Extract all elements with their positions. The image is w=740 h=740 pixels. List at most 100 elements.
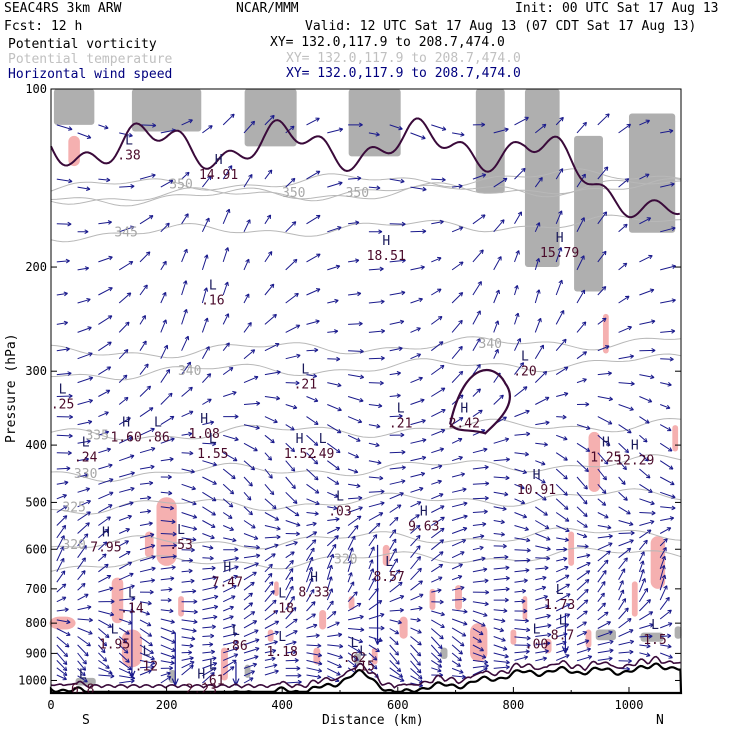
wind-vector-775	[576, 621, 587, 629]
wind-vector-749	[659, 609, 672, 620]
wind-vector-241	[77, 398, 94, 405]
wind-vector-343	[327, 460, 340, 471]
y-tick-label-5: 600	[25, 542, 47, 556]
header-valid: Valid: 12 UTC Sat 17 Aug 13 (07 CDT Sat …	[305, 19, 697, 34]
wind-vector-249	[243, 401, 261, 406]
wind-vector-612	[306, 556, 314, 572]
wind-vector-503	[535, 533, 551, 541]
wind-vector-481	[77, 522, 90, 534]
wind-vector-856	[389, 644, 399, 656]
wind-vector-608	[223, 565, 239, 573]
wind-vector-511	[77, 533, 89, 547]
wind-vector-785	[160, 636, 176, 644]
hl-marker-30: L	[111, 623, 119, 638]
wind-vector-25	[576, 121, 587, 134]
hl-value-37: 1.5	[643, 633, 666, 648]
wind-vector-923	[597, 656, 613, 661]
wind-vector-828	[430, 636, 443, 650]
wind-vector-172	[514, 312, 520, 325]
wind-vector-78	[431, 219, 444, 225]
wind-vector-521	[285, 541, 298, 547]
wind-vector-419	[660, 491, 676, 499]
wind-vector-257	[410, 398, 425, 405]
wind-vector-206	[597, 345, 610, 352]
wind-vector-121	[77, 298, 91, 304]
theta-label-6: 335	[85, 428, 108, 443]
wind-vector-559	[451, 551, 465, 559]
wind-vector-98	[222, 247, 230, 263]
wind-vector-565	[576, 553, 591, 559]
wind-vector-429	[243, 506, 253, 516]
wind-vector-639	[243, 581, 255, 591]
wind-vector-859	[451, 652, 462, 662]
wind-vector-9	[243, 120, 256, 134]
wind-vector-588	[430, 551, 444, 562]
wind-vector-42	[306, 170, 321, 180]
wind-vector-753	[118, 627, 130, 635]
wind-vector-644	[347, 572, 353, 583]
hl-value-4: .16	[201, 294, 224, 309]
wind-vector-134	[348, 291, 362, 297]
wind-vector-531	[493, 543, 507, 549]
wind-vector-175	[576, 321, 587, 333]
wind-vector-826	[389, 636, 399, 646]
x-tick-label-5: 1000	[615, 698, 644, 712]
wind-vector-794	[348, 627, 365, 632]
wind-vector-905	[181, 656, 194, 661]
wind-vector-555	[368, 546, 375, 558]
wind-vector-109	[451, 261, 464, 271]
wind-vector-724	[139, 610, 151, 616]
wind-vector-953	[243, 677, 254, 684]
wind-vector-162	[306, 319, 320, 325]
wind-vector-79	[451, 226, 464, 233]
wind-vector-811	[77, 644, 89, 657]
wind-vector-662	[98, 586, 114, 593]
wind-vector-650	[472, 578, 489, 584]
wind-vector-41	[285, 177, 296, 188]
wind-vector-193	[327, 356, 341, 362]
wind-vector-507	[618, 530, 635, 536]
wind-vector-207	[618, 354, 635, 360]
wind-vector-770	[472, 619, 486, 627]
wind-vector-205	[576, 351, 588, 360]
wind-vector-438	[431, 493, 444, 500]
wind-vector-493	[327, 526, 341, 534]
wind-vector-613	[326, 564, 333, 580]
wind-vector-49	[452, 183, 463, 189]
wind-vector-132	[306, 288, 321, 296]
wind-vector-719	[659, 596, 670, 610]
wind-vector-416	[597, 483, 607, 494]
wind-vector-58	[639, 173, 650, 180]
wind-vector-215	[160, 369, 171, 383]
wind-vector-442	[514, 498, 526, 505]
wind-vector-336	[181, 450, 194, 456]
wind-vector-2	[98, 124, 109, 130]
wind-vector-331	[77, 457, 90, 462]
wind-vector-593	[535, 565, 549, 571]
wind-vector-537	[618, 539, 634, 547]
wind-vector-34	[139, 173, 156, 180]
wind-vector-188	[222, 342, 230, 352]
wind-vector-203	[534, 344, 544, 359]
wind-vector-712	[514, 598, 526, 604]
wind-vector-301	[77, 439, 91, 444]
wind-vector-427	[202, 506, 216, 516]
pv-shade-pink-3	[111, 577, 124, 624]
wind-vector-581	[285, 559, 294, 570]
wind-vector-684	[555, 583, 571, 593]
pv-tropopause-contour	[50, 117, 680, 219]
wind-vector-338	[222, 452, 238, 462]
wind-vector-806	[597, 621, 612, 629]
wind-vector-538	[639, 529, 652, 539]
wind-vector-244	[139, 385, 152, 397]
wind-vector-204	[555, 338, 567, 352]
wind-vector-266	[597, 396, 614, 402]
wind-vector-93	[118, 261, 134, 271]
wind-vector-800	[472, 628, 484, 636]
wind-vector-814	[139, 636, 153, 647]
wind-vector-373	[327, 476, 340, 485]
wind-vector-683	[535, 595, 548, 601]
wind-vector-514	[139, 532, 155, 539]
wind-vector-461	[285, 520, 301, 527]
wind-vector-250	[264, 395, 281, 401]
